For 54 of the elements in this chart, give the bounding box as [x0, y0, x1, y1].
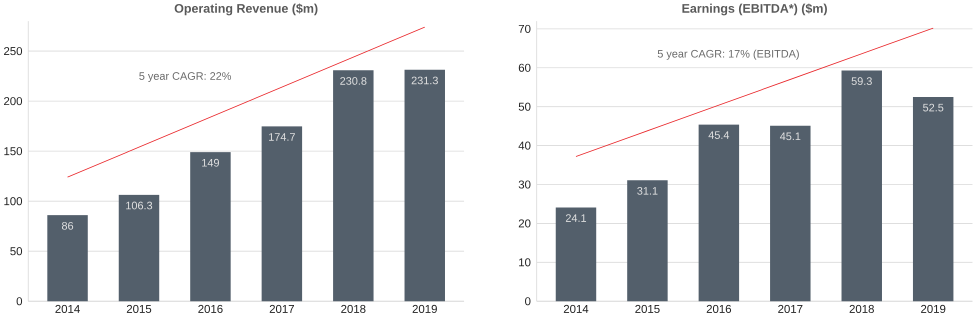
bar [842, 70, 882, 302]
data-label: 106.3 [126, 201, 152, 210]
data-label: 45.1 [780, 132, 800, 140]
bar [698, 124, 740, 302]
y-tick-label: 60 [518, 64, 530, 72]
x-tick-label: 2018 [341, 304, 366, 313]
chart-title: Earnings (EBITDA*) ($m) [682, 3, 827, 16]
y-tick-label: 30 [518, 180, 530, 188]
x-tick-label: 2016 [706, 304, 732, 313]
y-tick-label: 20 [518, 219, 530, 228]
data-label: 31.1 [637, 186, 658, 194]
x-tick-label: 2015 [126, 304, 152, 313]
bar [556, 207, 596, 302]
y-tick-label: 50 [10, 246, 22, 256]
y-tick-label: 0 [16, 296, 22, 306]
data-label: 52.5 [923, 104, 944, 112]
x-tick-label: 2018 [850, 304, 874, 313]
bar [190, 152, 231, 302]
data-label: 24.1 [566, 214, 586, 222]
bar [47, 214, 88, 302]
data-label: 59.3 [852, 77, 872, 85]
x-tick-label: 2015 [635, 304, 660, 313]
y-tick-label: 200 [4, 96, 22, 105]
x-tick-label: 2017 [270, 304, 294, 313]
data-label: 231.3 [412, 76, 438, 84]
y-tick-label: 250 [4, 46, 22, 55]
data-label: 149 [202, 158, 219, 166]
bar [262, 126, 302, 302]
data-label: 174.7 [269, 133, 295, 140]
y-tick-label: 70 [518, 24, 530, 33]
x-tick-label: 2016 [198, 304, 223, 313]
y-tick-label: 0 [525, 296, 530, 306]
x-tick-label: 2014 [55, 304, 80, 313]
annotation: 5 year CAGR: 17% (EBITDA) [658, 49, 799, 60]
bar [627, 180, 668, 302]
bar [912, 96, 954, 302]
x-tick-label: 2014 [564, 304, 588, 313]
annotation: 5 year CAGR: 22% [139, 72, 232, 82]
bar [404, 70, 445, 302]
y-tick-label: 150 [4, 146, 22, 155]
chart-title: Operating Revenue ($m) [174, 3, 318, 16]
x-tick-label: 2019 [921, 304, 946, 313]
data-label: 230.8 [340, 76, 366, 85]
y-tick-label: 100 [4, 196, 22, 205]
bar [118, 194, 160, 302]
x-tick-label: 2019 [412, 304, 437, 313]
y-tick-label: 40 [518, 141, 530, 150]
bar [333, 70, 374, 302]
y-tick-label: 10 [519, 258, 530, 266]
data-label: 86 [62, 222, 74, 230]
data-label: 45.4 [708, 131, 730, 139]
bar [770, 126, 811, 302]
y-tick-label: 50 [518, 102, 530, 111]
x-tick-label: 2017 [778, 304, 802, 313]
